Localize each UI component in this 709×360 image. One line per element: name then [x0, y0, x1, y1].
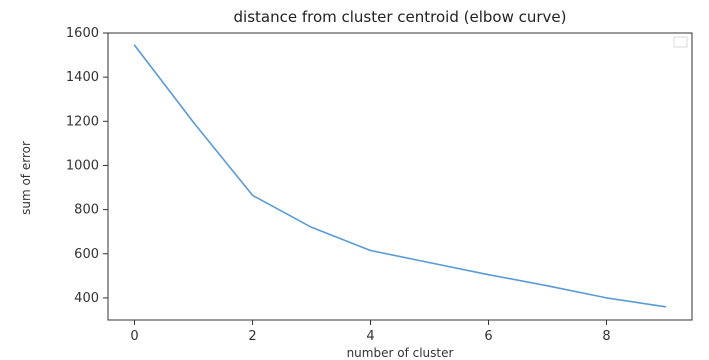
plot-area: [107, 32, 693, 321]
data-point: [310, 226, 313, 229]
y-tick-label: 400: [74, 291, 99, 306]
data-point: [605, 297, 608, 299]
y-axis-label: sum of error: [19, 141, 33, 215]
y-tick-label: 1000: [66, 158, 99, 173]
x-tick-label: 0: [130, 329, 138, 344]
data-point: [664, 305, 667, 308]
series-layer: [133, 44, 667, 308]
data-point: [487, 273, 490, 276]
x-tick-label: 4: [366, 329, 374, 344]
x-tick-label: 8: [602, 329, 610, 344]
x-tick-label: 2: [248, 329, 256, 344]
chart-title: distance from cluster centroid (elbow cu…: [234, 8, 567, 26]
y-tick-label: 1600: [66, 26, 99, 41]
data-point: [192, 121, 195, 124]
data-point: [428, 261, 431, 264]
y-tick-label: 1200: [66, 114, 99, 129]
x-tick-label: 6: [484, 329, 492, 344]
series-line-0: [133, 44, 666, 308]
y-tick-label: 800: [74, 203, 99, 218]
y-tick-label: 1400: [66, 70, 99, 85]
x-axis: 0 2 4 6 8: [130, 320, 611, 344]
y-tick-label: 600: [74, 247, 99, 262]
data-point: [251, 194, 254, 197]
data-point: [369, 249, 372, 252]
data-point: [133, 44, 136, 46]
legend-box: [673, 36, 688, 48]
x-axis-label: number of cluster: [347, 346, 454, 360]
y-axis: 400 600 800 1000 1200 1400 1600: [66, 26, 108, 306]
data-point: [546, 284, 549, 287]
